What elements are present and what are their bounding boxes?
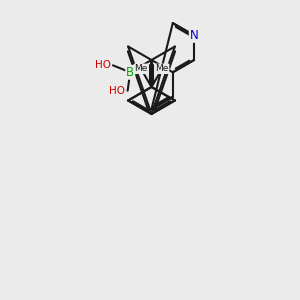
Text: B: B	[126, 66, 134, 79]
Text: HO: HO	[94, 60, 111, 70]
Text: Me: Me	[155, 64, 169, 73]
Text: HO: HO	[109, 86, 125, 96]
Text: Me: Me	[134, 64, 148, 73]
Text: N: N	[190, 29, 199, 42]
